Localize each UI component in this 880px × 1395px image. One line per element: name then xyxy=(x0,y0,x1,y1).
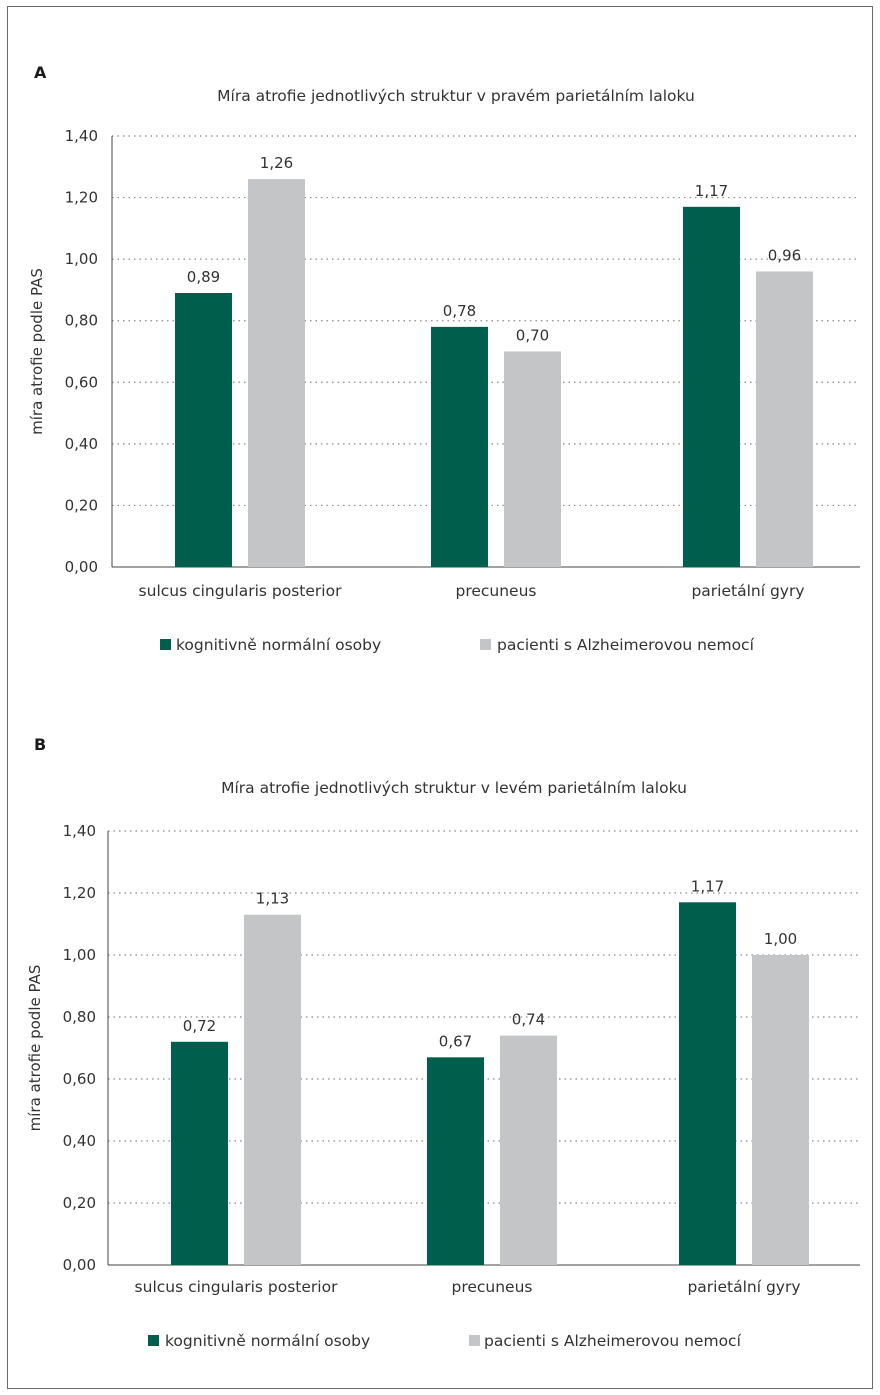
panel-a-legend-swatch xyxy=(160,639,171,650)
panel-b-y-tick-label: 0,60 xyxy=(63,1070,96,1088)
panel-b-legend-swatch xyxy=(469,1335,480,1346)
panel-a-category-label: sulcus cingularis posterior xyxy=(139,582,343,600)
panel-a-y-tick-label: 0,60 xyxy=(65,373,98,391)
panel-b-data-label: 1,00 xyxy=(764,930,797,948)
panel-b-legend-swatch xyxy=(148,1335,159,1346)
panel-b-bar-normal xyxy=(679,902,736,1265)
panel-a-data-label: 0,89 xyxy=(187,268,220,286)
panel-b-y-tick-label: 1,40 xyxy=(63,822,96,840)
panel-a-bar-normal xyxy=(683,206,740,568)
panel-a-letter: A xyxy=(34,63,47,82)
panel-b-y-tick-label: 1,20 xyxy=(63,884,96,902)
panel-b-y-tick-label: 0,40 xyxy=(63,1132,96,1150)
panel-a-y-tick-label: 1,20 xyxy=(65,189,98,207)
panel-a-category-label: precuneus xyxy=(455,582,536,600)
panel-a-data-label: 1,26 xyxy=(260,154,293,172)
panel-a-y-tick-label: 1,40 xyxy=(65,127,98,145)
panel-b-bar-alzheimer xyxy=(244,914,301,1265)
panel-b-category-label: precuneus xyxy=(451,1278,532,1296)
panel-a-category-label: parietální gyry xyxy=(691,582,804,600)
panel-a-bar-alzheimer xyxy=(504,351,561,567)
panel-b-y-tick-label: 0,20 xyxy=(63,1194,96,1212)
panel-a-y-tick-label: 0,00 xyxy=(65,558,98,576)
panel-a-y-tick-label: 0,20 xyxy=(65,496,98,514)
panel-b-bar-alzheimer xyxy=(752,955,809,1265)
panel-b-data-label: 0,74 xyxy=(512,1011,545,1029)
panel-b-category-label: parietální gyry xyxy=(687,1278,800,1296)
panel-a-data-label: 0,96 xyxy=(768,246,801,264)
panel-b-y-tick-label: 0,80 xyxy=(63,1008,96,1026)
panel-b-bar-normal xyxy=(427,1057,484,1265)
panel-a-legend-label: kognitivně normální osoby xyxy=(176,636,381,654)
panel-a-bar-normal xyxy=(431,326,488,567)
panel-a-y-tick-label: 0,80 xyxy=(65,312,98,330)
panel-a-data-label: 0,70 xyxy=(516,327,549,345)
panel-b-y-axis-label: míra atrofie podle PAS xyxy=(26,965,44,1132)
panel-b-legend-label: pacienti s Alzheimerovou nemocí xyxy=(484,1332,742,1350)
panel-a-data-label: 0,78 xyxy=(443,302,476,320)
panel-b-y-tick-label: 0,00 xyxy=(63,1256,96,1274)
panel-a-y-tick-label: 0,40 xyxy=(65,435,98,453)
panel-a-y-tick-label: 1,00 xyxy=(65,250,98,268)
panel-b-bar-alzheimer xyxy=(500,1035,557,1265)
panel-b-bar-normal xyxy=(171,1041,228,1265)
panel-a-bar-normal xyxy=(175,293,232,567)
panel-b-chart-title: Míra atrofie jednotlivých struktur v lev… xyxy=(221,779,687,797)
panel-b-data-label: 1,13 xyxy=(256,890,289,908)
panel-b-data-label: 1,17 xyxy=(691,877,724,895)
panel-a-data-label: 1,17 xyxy=(695,182,728,200)
panel-b-data-label: 0,72 xyxy=(183,1017,216,1035)
panel-a-legend-swatch xyxy=(480,639,491,650)
panel-a-y-axis-label: míra atrofie podle PAS xyxy=(28,268,46,435)
panel-b-letter: B xyxy=(34,735,46,754)
panel-a-chart-title: Míra atrofie jednotlivých struktur v pra… xyxy=(217,87,695,105)
panel-b-category-label: sulcus cingularis posterior xyxy=(135,1278,339,1296)
panel-b-y-tick-label: 1,00 xyxy=(63,946,96,964)
panel-a-bar-alzheimer xyxy=(756,271,813,567)
panel-a-bar-alzheimer xyxy=(248,179,305,567)
panel-b-data-label: 0,67 xyxy=(439,1032,472,1050)
panel-a-legend-label: pacienti s Alzheimerovou nemocí xyxy=(497,636,755,654)
panel-b-legend-label: kognitivně normální osoby xyxy=(165,1332,370,1350)
